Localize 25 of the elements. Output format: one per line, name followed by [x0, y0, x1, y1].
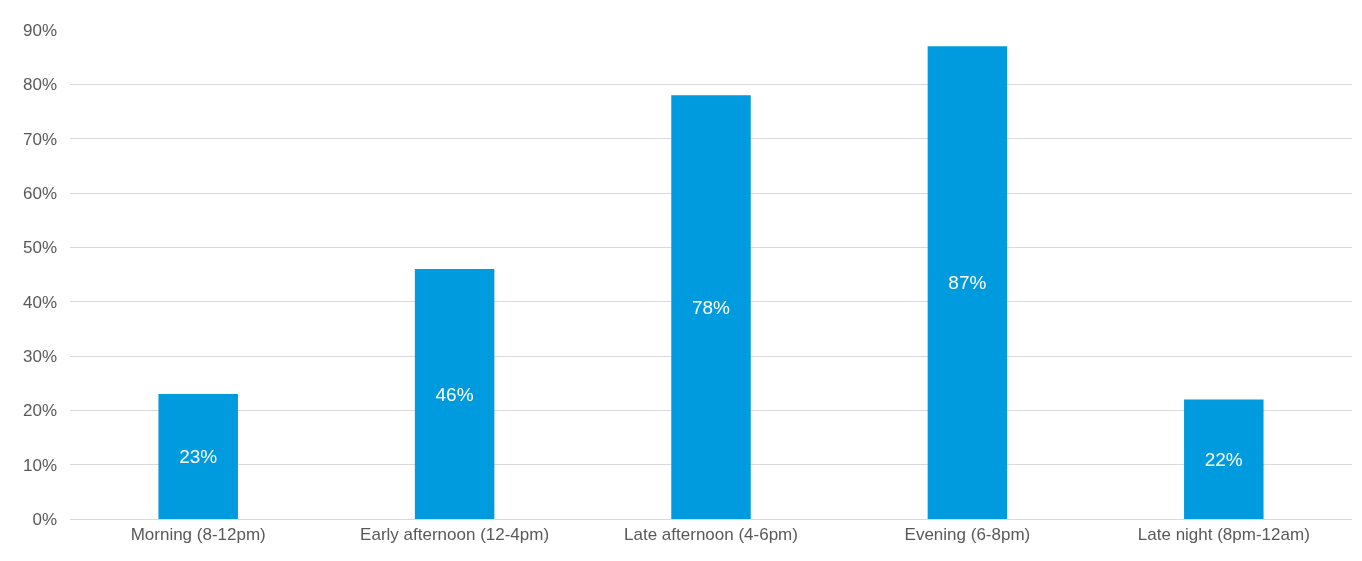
data-label: 46% — [435, 383, 474, 405]
data-label: 78% — [691, 296, 731, 318]
y-tick-label: 60% — [22, 183, 57, 203]
x-tick-label: Morning (8-12pm) — [130, 525, 266, 545]
bar — [414, 269, 495, 519]
bar — [158, 394, 238, 519]
y-tick-label: 50% — [22, 238, 57, 258]
bar — [1184, 399, 1264, 519]
y-tick-label: 40% — [22, 292, 57, 312]
x-tick-label: Early afternoon (12-4pm) — [360, 525, 550, 545]
bar — [927, 46, 1008, 519]
x-tick-label: Evening (6-8pm) — [904, 525, 1031, 545]
y-tick-label: 30% — [22, 346, 57, 366]
x-tick-label: Late afternoon (4-6pm) — [624, 525, 798, 545]
y-tick-label: 20% — [22, 401, 57, 421]
y-tick-label: 0% — [32, 509, 57, 529]
y-tick-label: 80% — [22, 75, 57, 95]
y-tick-label: 10% — [22, 455, 57, 475]
data-label: 87% — [948, 272, 987, 294]
data-label: 22% — [1204, 448, 1243, 470]
y-tick-label: 70% — [22, 129, 57, 149]
bar — [671, 95, 751, 519]
x-tick-label: Late night (8pm-12am) — [1137, 525, 1310, 545]
y-tick-label: 90% — [22, 20, 57, 40]
data-label: 23% — [179, 446, 218, 468]
